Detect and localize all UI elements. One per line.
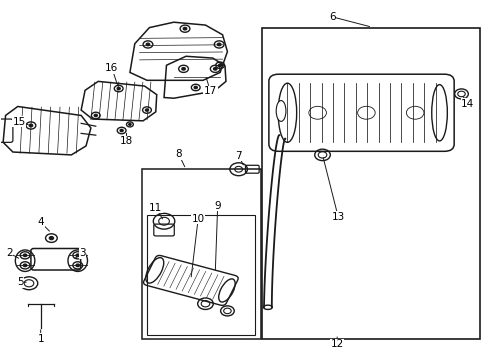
Text: 5: 5 xyxy=(17,277,26,287)
Circle shape xyxy=(23,264,27,267)
Text: 16: 16 xyxy=(105,63,118,86)
Circle shape xyxy=(29,124,33,127)
Circle shape xyxy=(117,87,120,90)
Bar xyxy=(142,169,260,338)
Text: 3: 3 xyxy=(75,248,86,258)
Circle shape xyxy=(120,129,123,132)
Circle shape xyxy=(194,86,197,89)
Circle shape xyxy=(145,109,148,111)
Circle shape xyxy=(76,264,79,267)
Text: 14: 14 xyxy=(460,96,473,109)
Circle shape xyxy=(94,114,97,117)
Circle shape xyxy=(23,254,27,257)
Text: 11: 11 xyxy=(149,203,162,219)
Circle shape xyxy=(213,68,217,70)
Circle shape xyxy=(146,43,149,46)
Text: 8: 8 xyxy=(175,149,184,167)
Text: 6: 6 xyxy=(328,12,369,27)
Circle shape xyxy=(182,68,185,70)
Text: 12: 12 xyxy=(330,337,343,349)
Text: 1: 1 xyxy=(37,330,44,343)
Text: 13: 13 xyxy=(323,158,344,221)
Circle shape xyxy=(183,27,186,30)
Bar xyxy=(261,28,479,338)
Text: 2: 2 xyxy=(6,248,19,258)
Text: 18: 18 xyxy=(120,133,133,146)
Circle shape xyxy=(217,43,221,46)
Ellipse shape xyxy=(276,100,285,121)
Circle shape xyxy=(49,237,53,240)
Circle shape xyxy=(128,123,131,125)
Text: 10: 10 xyxy=(191,214,204,277)
Text: 4: 4 xyxy=(37,217,49,231)
Text: 7: 7 xyxy=(235,150,243,165)
Text: 17: 17 xyxy=(203,78,217,96)
Text: 15: 15 xyxy=(13,117,28,127)
Circle shape xyxy=(76,254,79,257)
Circle shape xyxy=(218,64,221,66)
Bar xyxy=(147,215,255,335)
Text: 9: 9 xyxy=(214,201,221,270)
